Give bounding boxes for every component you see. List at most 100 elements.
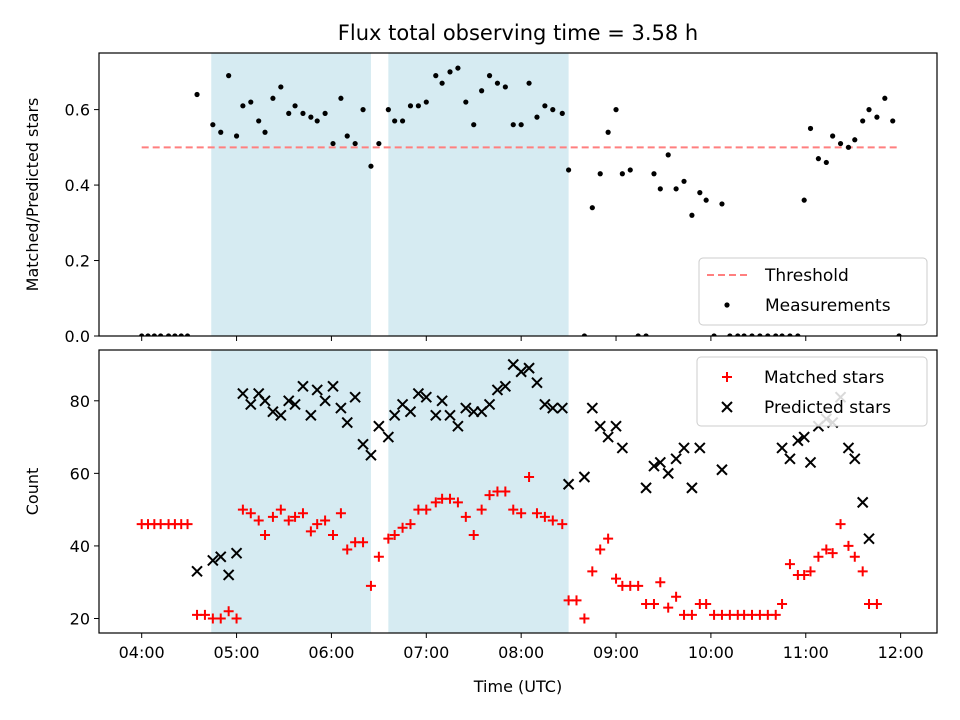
data-point [259, 395, 271, 407]
data-point [787, 333, 793, 336]
y-tick-label: 0.0 [65, 327, 90, 346]
legend-predicted-swatch [721, 401, 733, 413]
data-point [510, 122, 516, 128]
data-point [542, 103, 548, 109]
data-point [801, 197, 807, 203]
data-point [415, 103, 421, 109]
data-point [452, 497, 463, 508]
data-point [565, 167, 572, 173]
data-point [648, 598, 659, 609]
data-point [587, 566, 598, 577]
data-point [237, 387, 249, 400]
data-point [531, 376, 543, 389]
data-point [405, 519, 416, 530]
data-point [842, 442, 855, 454]
data-point [399, 118, 406, 124]
data-point [297, 508, 308, 519]
data-point [199, 609, 210, 620]
data-point [341, 416, 353, 429]
data-point [784, 559, 795, 570]
data-point [602, 431, 614, 443]
data-point [463, 99, 469, 105]
data-point [579, 613, 590, 624]
data-point [292, 103, 298, 109]
data-point [643, 333, 649, 336]
y-tick-label: 0.6 [65, 101, 90, 120]
data-point [804, 456, 817, 469]
data-point [233, 133, 240, 139]
x-tick-label: 10:00 [688, 643, 734, 662]
data-point [483, 398, 496, 411]
shaded-interval [211, 350, 371, 633]
data-point [330, 140, 336, 147]
data-point [338, 95, 344, 101]
data-point [389, 530, 400, 541]
data-point [305, 409, 317, 422]
data-point [805, 566, 816, 577]
data-point [727, 333, 733, 336]
data-point [207, 554, 219, 567]
data-point [813, 551, 824, 562]
data-point [526, 80, 532, 86]
data-point [397, 522, 408, 533]
data-point [262, 129, 268, 135]
data-point [194, 91, 200, 98]
bottom-plot: 20 40 60 80 04:00 05:00 06:00 07:00 08:00 09:00 10… [23, 349, 938, 696]
data-point [439, 80, 445, 86]
data-point [423, 99, 429, 105]
data-point [882, 95, 888, 101]
data-point [662, 467, 674, 480]
data-point [633, 580, 644, 591]
data-point [139, 333, 145, 336]
data-point [589, 205, 595, 211]
data-point [613, 107, 619, 113]
data-point [300, 110, 306, 116]
data-point [349, 391, 361, 403]
data-point [319, 395, 331, 407]
data-point [603, 533, 614, 544]
data-point [547, 402, 559, 414]
shaded-interval [388, 53, 569, 336]
data-point [655, 577, 666, 588]
shaded-interval [388, 350, 569, 633]
data-point [619, 171, 625, 177]
data-point [516, 508, 527, 519]
data-point [845, 144, 852, 150]
data-point [770, 609, 781, 620]
data-point [547, 515, 558, 526]
data-point [278, 84, 284, 90]
data-point [586, 402, 599, 414]
data-point [830, 133, 836, 139]
data-point [385, 107, 391, 113]
data-point [240, 103, 246, 109]
data-point [807, 125, 814, 132]
data-point [757, 333, 763, 336]
data-point [165, 333, 172, 336]
data-point [289, 398, 301, 411]
data-point [571, 595, 582, 606]
y-tick-label: 40 [70, 537, 90, 556]
data-point [616, 442, 629, 454]
data-point [784, 453, 796, 465]
data-point [703, 197, 709, 203]
data-point [373, 420, 385, 432]
data-point [421, 504, 432, 515]
y-tick-label: 60 [70, 464, 90, 483]
data-point [765, 333, 771, 336]
data-point [290, 511, 301, 522]
data-point [798, 431, 810, 443]
data-point [158, 333, 164, 336]
data-point [866, 107, 872, 113]
data-point [210, 122, 216, 128]
data-point [444, 409, 456, 422]
data-point [383, 533, 394, 544]
data-point [515, 366, 527, 378]
legend-label: Matched stars [764, 368, 884, 388]
x-tick-label: 08:00 [498, 643, 544, 662]
data-point [779, 333, 785, 336]
data-point [305, 526, 316, 537]
legend-label: Predicted stars [764, 398, 891, 418]
data-point [557, 519, 568, 530]
x-tick-label: 11:00 [783, 643, 829, 662]
data-point [368, 163, 374, 169]
